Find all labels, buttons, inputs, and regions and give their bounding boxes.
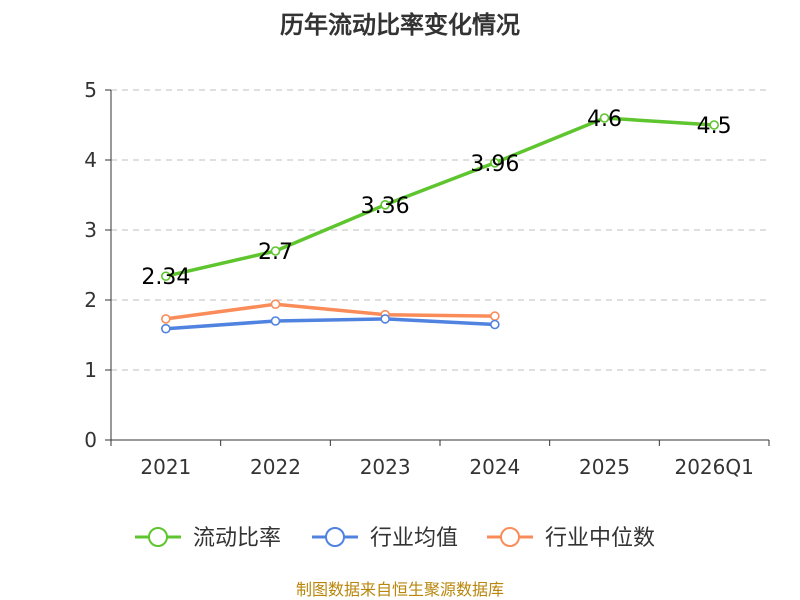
legend-item-1[interactable]: 行业均值 xyxy=(312,526,458,551)
data-point xyxy=(380,314,390,324)
data-label: 3.36 xyxy=(361,194,410,219)
data-point xyxy=(161,323,171,334)
legend[interactable]: 流动比率 行业均值 行业中位数 xyxy=(135,526,655,551)
data-labels: 2.34 2.7 3.36 3.96 4.6 4.5 xyxy=(141,107,731,290)
data-point xyxy=(270,246,281,256)
series-line-1 xyxy=(164,317,497,331)
y-tick-label: 4 xyxy=(84,148,97,172)
chart-title: 历年流动比率变化情况 xyxy=(280,11,520,39)
data-point xyxy=(161,271,171,282)
legend-label: 行业均值 xyxy=(370,526,458,551)
data-label: 4.6 xyxy=(587,107,622,132)
x-tick-label: 2026Q1 xyxy=(674,455,753,479)
series-group xyxy=(161,113,719,334)
data-point xyxy=(161,314,171,324)
data-label: 2.7 xyxy=(258,240,293,265)
data-label: 2.34 xyxy=(141,265,190,290)
x-tick-label: 2024 xyxy=(469,455,520,479)
series-line-0 xyxy=(164,116,716,278)
data-point xyxy=(599,113,610,123)
legend-label: 流动比率 xyxy=(193,526,281,551)
legend-label: 行业中位数 xyxy=(545,526,655,551)
x-tick-label: 2021 xyxy=(140,455,191,479)
y-tick-label: 2 xyxy=(84,288,97,312)
axes: 0 1 2 3 4 5 2021 2022 2023 2024 2025 2026Q1 xyxy=(84,78,770,479)
y-tick-label: 1 xyxy=(84,358,97,382)
data-point xyxy=(270,299,281,310)
legend-item-2[interactable]: 行业中位数 xyxy=(487,526,655,551)
data-point xyxy=(490,158,500,168)
data-point xyxy=(270,316,281,326)
x-tick-label: 2025 xyxy=(579,455,630,479)
data-label: 3.96 xyxy=(470,152,519,177)
data-point xyxy=(490,311,500,321)
legend-marker xyxy=(325,527,345,547)
legend-item-0[interactable]: 流动比率 xyxy=(135,526,281,551)
y-tick-label: 0 xyxy=(84,428,97,452)
x-tick-label: 2022 xyxy=(250,455,301,479)
series-line-2 xyxy=(164,302,497,321)
legend-marker xyxy=(148,527,168,547)
source-note: 制图数据来自恒生聚源数据库 xyxy=(296,580,504,599)
data-label: 4.5 xyxy=(697,114,732,139)
grid xyxy=(111,89,769,371)
data-point xyxy=(380,200,390,210)
x-tick-label: 2023 xyxy=(360,455,411,479)
legend-marker xyxy=(500,527,520,547)
data-point xyxy=(490,319,500,330)
y-tick-label: 3 xyxy=(84,218,97,242)
y-tick-label: 5 xyxy=(84,78,97,102)
data-point xyxy=(709,120,719,130)
